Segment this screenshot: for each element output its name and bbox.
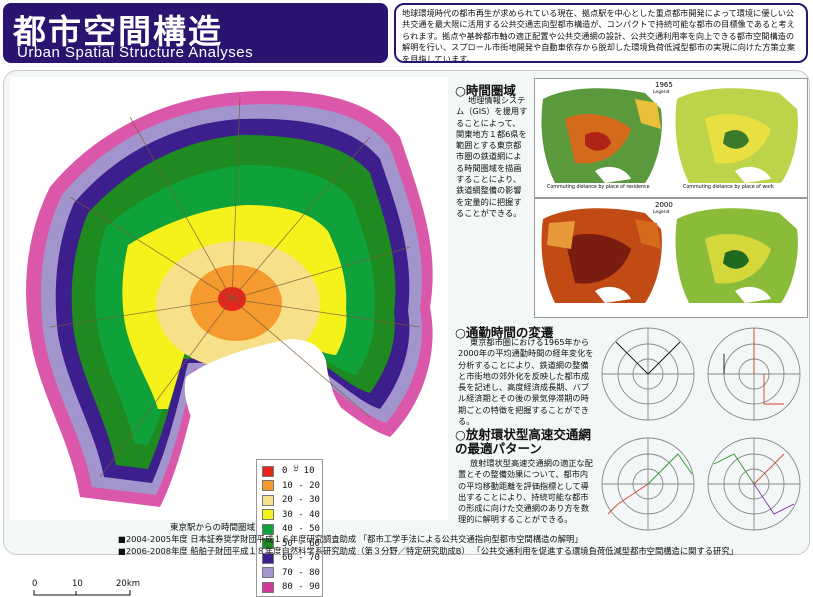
time-zone-map: 0 - 10 10 - 20 20 - 30 30 - 40 40 - 50 5… (10, 77, 448, 597)
scale-bar: 0 10 20km (32, 579, 142, 596)
funding-line-2: ■2006-2008年度 船舶子財団平成１８年度自然科学系研究助成（第３分野／特… (118, 546, 738, 556)
section-text-network: 放射環状型高速交通網の適正な配置とその整備効果について、都市内の平均移動距離を評… (458, 458, 593, 525)
page-subtitle: Urban Spatial Structure Analyses (17, 44, 254, 61)
legend-label: 70 - 80 (282, 567, 320, 578)
scale-line (33, 590, 131, 596)
scale-label: 10 (72, 579, 83, 589)
year-label-2000: 2000 (655, 201, 673, 209)
legend-label: 80 - 90 (282, 582, 320, 592)
network-diagrams (598, 322, 808, 538)
title-banner: 都市空間構造 Urban Spatial Structure Analyses (3, 3, 388, 63)
legend-swatch (262, 581, 274, 593)
section-title-time-zone: ○時間圏域 (455, 83, 516, 98)
legend-unit: 分 (293, 465, 300, 472)
scale-label: 0 (32, 579, 38, 589)
legend-swatch (262, 494, 274, 506)
section-title-commute: ○通勤時間の変遷 (455, 325, 554, 340)
legend-title: Legend (653, 90, 670, 95)
legend-label: 30 - 40 (282, 509, 320, 520)
network-diagrams-graphic (601, 327, 801, 531)
legend-swatch (262, 538, 274, 549)
commute-map-1965: 1965 Legend Commuting distance by place … (534, 78, 808, 198)
section-text-time-zone: 地理情報システム（GIS）を援用することによって、関東地方１都6県を範囲とする東… (456, 95, 528, 218)
legend-swatch (262, 480, 274, 491)
rail-lines (49, 96, 421, 478)
legend-label: 0 - 10 (282, 466, 315, 476)
map-legend: 0 - 10 10 - 20 20 - 30 30 - 40 40 - 50 5… (256, 459, 323, 597)
page-title: 都市空間構造 (13, 12, 223, 51)
map-caption: 東京駅からの時間圏域 (170, 523, 256, 533)
section-title-network: ○放射環状型高速交通網の最適パターン (455, 427, 591, 456)
description-text: 地球環境時代の都市再生が求められている現在、拠点駅を中心とした重点都市開発によっ… (402, 8, 796, 63)
legend-swatch (262, 509, 274, 520)
legend-label: 50 - 60 (282, 538, 320, 549)
legend-label: 20 - 30 (282, 495, 320, 505)
legend-label: 60 - 70 (282, 553, 320, 563)
section-text-commute: 東京都市圏における1965年から2000年の平均通勤時間の経年変化を分析すること… (458, 337, 594, 427)
commute-map-1965-graphic (541, 88, 798, 183)
legend-swatch (262, 465, 274, 477)
description-box: 地球環境時代の都市再生が求められている現在、拠点駅を中心とした重点都市開発によっ… (394, 3, 808, 63)
legend-swatch (262, 567, 274, 578)
commute-map-2000-graphic (541, 208, 798, 303)
header: 都市空間構造 Urban Spatial Structure Analyses … (0, 0, 813, 68)
scale-label: 20km (116, 579, 141, 589)
funding-line-1: ■2004-2005年度 日本証券奨学財団平成１６年度研究調査助成 「都市工学手… (118, 534, 583, 544)
map-graphic (10, 77, 448, 520)
commute-map-2000: 2000 Legend (534, 198, 808, 318)
caption-work: Commuting distance by place of work (683, 185, 774, 190)
legend-swatch (262, 523, 274, 535)
legend-title: Legend (653, 210, 670, 215)
year-label-1965: 1965 (655, 81, 673, 89)
caption-residence: Commuting distance by place of residence (547, 185, 650, 190)
legend-label: 40 - 50 (282, 524, 320, 534)
legend-label: 10 - 20 (282, 480, 320, 491)
